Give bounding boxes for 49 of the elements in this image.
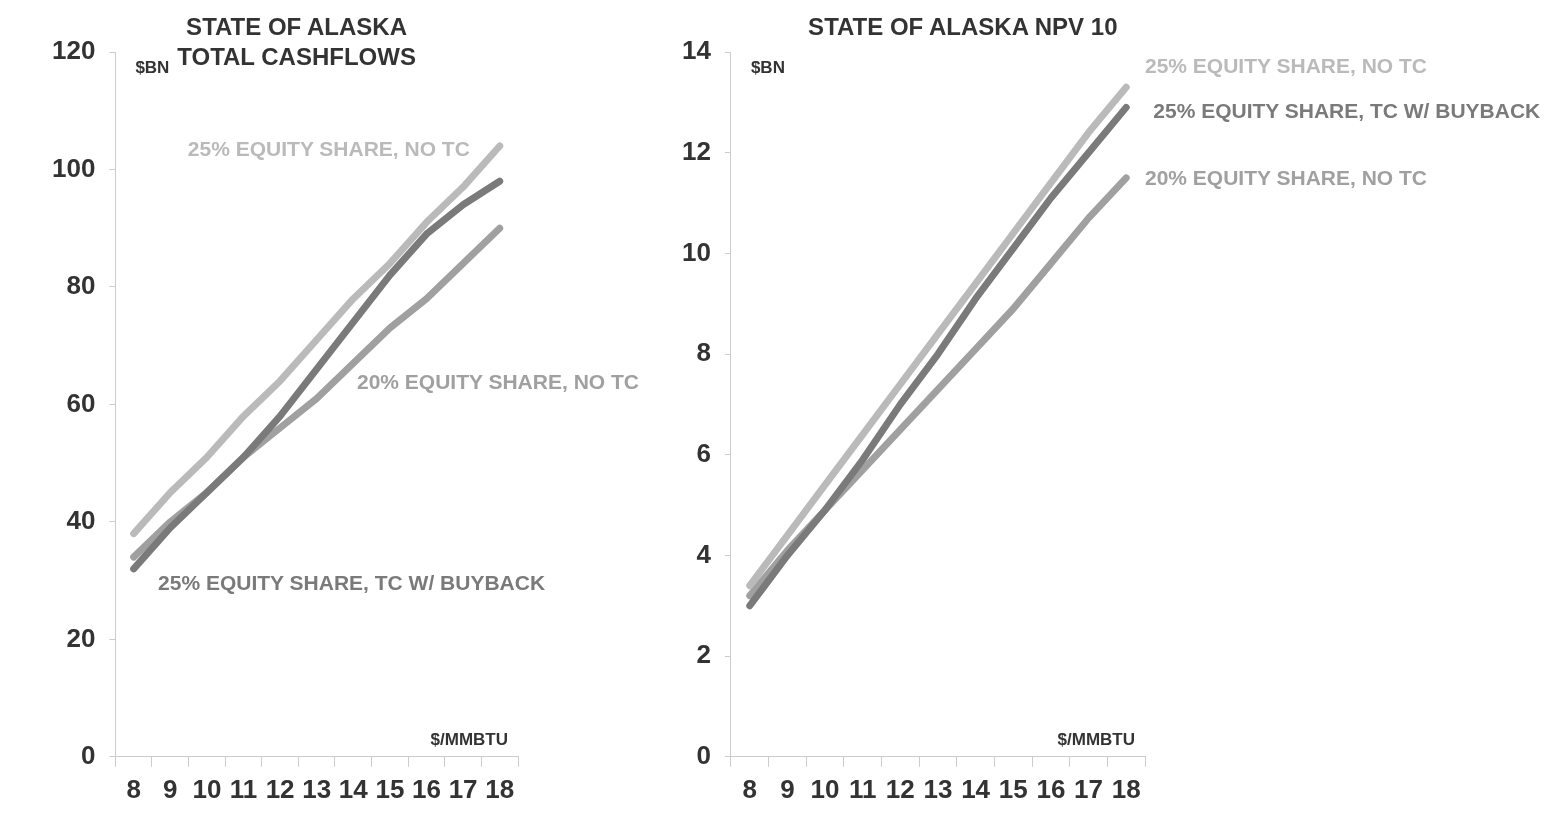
y-tick-label: 6: [696, 437, 711, 468]
x-tick-label: 15: [998, 773, 1028, 804]
x-tick-label: 9: [780, 773, 795, 804]
series-label: 25% EQUITY SHARE, NO TC: [187, 137, 470, 161]
y-tick-label: 12: [682, 135, 711, 166]
y-tick-label: 14: [682, 35, 712, 66]
y-tick-label: 80: [66, 270, 96, 301]
x-tick-label: 18: [485, 773, 515, 804]
x-tick-label: 13: [302, 773, 332, 804]
x-tick-label: 14: [338, 773, 369, 804]
x-tick-label: 16: [1036, 773, 1066, 804]
series-label: 20% EQUITY SHARE, NO TC: [356, 370, 639, 394]
y-tick-label: 40: [66, 505, 96, 536]
y-tick-label: 4: [696, 538, 712, 569]
y-tick-label: 60: [66, 387, 96, 418]
series-label: 25% EQUITY SHARE, TC W/ BUYBACK: [1153, 99, 1541, 123]
chart-title: STATE OF ALASKA TOTAL CASHFLOWS: [177, 12, 416, 70]
chart-title: STATE OF ALASKA NPV 10: [808, 12, 1118, 40]
x-tick-label: 15: [375, 773, 405, 804]
y-tick-label: 120: [51, 35, 96, 66]
x-tick-label: 8: [742, 773, 757, 804]
x-tick-label: 10: [810, 773, 840, 804]
y-axis-title: $BN: [750, 58, 785, 78]
x-tick-label: 8: [126, 773, 141, 804]
x-tick-label: 14: [961, 773, 991, 804]
y-tick-label: 10: [682, 236, 711, 267]
x-tick-label: 11: [229, 773, 258, 804]
x-tick-label: 12: [885, 773, 915, 804]
x-tick-label: 9: [163, 773, 178, 804]
x-tick-label: 18: [1111, 773, 1141, 804]
x-tick-label: 10: [192, 773, 222, 804]
y-tick-label: 20: [66, 622, 96, 653]
x-tick-label: 13: [923, 773, 953, 804]
x-tick-label: 12: [265, 773, 295, 804]
x-tick-label: 17: [1074, 773, 1103, 804]
x-tick-label: 17: [448, 773, 478, 804]
y-tick-label: 0: [696, 739, 711, 770]
x-tick-label: 11: [848, 773, 877, 804]
series-label: 20% EQUITY SHARE, NO TC: [1145, 165, 1428, 189]
y-tick-label: 8: [696, 337, 711, 368]
y-tick-label: 2: [696, 639, 711, 670]
series-label: 25% EQUITY SHARE, TC W/ BUYBACK: [158, 570, 546, 594]
y-tick-label: 0: [80, 739, 96, 770]
x-tick-label: 16: [412, 773, 441, 804]
x-axis-title: $/MMBTU: [1057, 729, 1135, 749]
series-label: 25% EQUITY SHARE, NO TC: [1145, 54, 1428, 78]
y-axis-title: $BN: [135, 58, 170, 78]
y-tick-label: 100: [51, 152, 96, 183]
x-axis-title: $/MMBTU: [430, 729, 508, 749]
